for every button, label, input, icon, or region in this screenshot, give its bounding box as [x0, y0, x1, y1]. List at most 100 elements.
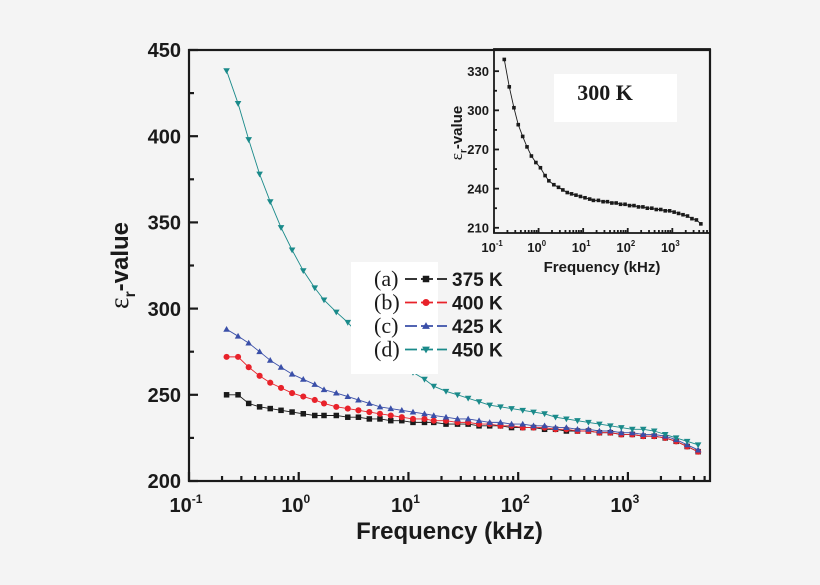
data-point	[234, 332, 242, 339]
data-point	[596, 198, 601, 203]
data-point	[650, 428, 658, 435]
series-line	[226, 394, 699, 453]
data-point	[607, 423, 614, 430]
data-point	[543, 173, 547, 178]
data-point	[299, 268, 307, 274]
y-label-text: -value	[449, 106, 466, 149]
data-point	[288, 370, 296, 377]
data-point	[245, 400, 252, 407]
data-point	[529, 154, 534, 158]
series-450k	[223, 68, 702, 449]
data-point	[672, 435, 680, 442]
legend-item: (a) 375 K	[374, 266, 503, 291]
data-point	[399, 417, 405, 424]
data-point	[502, 57, 507, 62]
legend-label: 400 K	[452, 294, 503, 315]
data-point	[654, 207, 659, 212]
x-tick-base: 10	[661, 240, 675, 255]
data-point	[398, 414, 405, 421]
data-point	[565, 190, 570, 195]
y-tick-label: 300	[467, 103, 489, 118]
data-point	[672, 210, 676, 214]
y-tick-label: 210	[467, 220, 489, 235]
data-point	[355, 396, 362, 403]
data-point	[605, 199, 610, 204]
data-point	[443, 421, 449, 427]
data-point	[345, 414, 351, 420]
data-point	[256, 171, 263, 178]
data-point	[512, 105, 516, 110]
data-point	[552, 414, 559, 421]
y-tick-label: 350	[148, 213, 181, 235]
x-tick-exponent: 1	[586, 239, 591, 248]
x-tick-base: 10	[527, 240, 541, 255]
legend: (a) 375 K (b) 400 K (c) 425 K (d) 450 K	[351, 262, 503, 374]
legend-marker	[422, 275, 430, 283]
x-tick-label: 10-1	[170, 492, 203, 517]
data-point	[256, 372, 263, 379]
data-point	[610, 201, 614, 205]
legend-item: (c) 425 K	[374, 313, 503, 338]
x-tick-label: 103	[610, 492, 639, 517]
x-tick-exponent: 0	[542, 239, 547, 248]
data-point	[574, 425, 581, 432]
data-point	[525, 145, 529, 149]
data-point	[442, 388, 450, 395]
data-point	[563, 416, 570, 423]
data-point	[552, 182, 556, 187]
plot-frame	[187, 48, 712, 483]
data-point	[409, 408, 417, 415]
data-point	[636, 205, 641, 209]
data-point	[332, 309, 340, 316]
plot-frame	[493, 48, 711, 234]
x-tick-base: 10	[610, 495, 632, 517]
data-point	[547, 179, 551, 183]
data-point	[507, 85, 512, 89]
y-label-text: -value	[107, 222, 134, 291]
data-point	[454, 415, 461, 422]
data-point	[442, 413, 450, 420]
y-label-epsilon: ε	[103, 297, 134, 309]
data-point	[278, 407, 284, 414]
x-tick-exponent: 2	[631, 239, 636, 248]
data-point	[366, 408, 373, 416]
data-point	[320, 400, 328, 407]
data-point	[366, 416, 373, 422]
x-tick-base: 10	[572, 240, 586, 255]
data-point	[569, 192, 574, 196]
x-tick-label: 100	[281, 492, 310, 517]
data-point	[245, 137, 252, 143]
data-point	[520, 134, 525, 139]
data-point	[311, 285, 319, 292]
data-point	[344, 405, 351, 412]
x-tick-exponent: 1	[413, 492, 420, 506]
x-tick-base: 10	[616, 240, 630, 255]
x-tick-base: 10	[501, 495, 523, 517]
data-point	[681, 212, 685, 217]
data-point	[516, 122, 521, 127]
y-tick-label: 450	[148, 40, 181, 62]
x-tick-label: 102	[501, 492, 530, 517]
legend-tag: (a)	[374, 266, 398, 291]
data-point	[658, 207, 663, 212]
x-tick-base: 10	[170, 495, 192, 517]
data-point	[312, 412, 318, 419]
data-point	[454, 392, 461, 399]
legend-marker	[422, 298, 430, 307]
data-point	[289, 409, 295, 415]
data-point	[591, 198, 596, 203]
data-point	[376, 403, 384, 410]
data-point	[585, 419, 592, 426]
data-point	[607, 427, 614, 434]
y-label-subscript: r	[459, 149, 470, 153]
data-point	[614, 201, 618, 205]
y-axis-label: εr-value	[447, 106, 470, 160]
data-point	[421, 415, 428, 422]
data-point	[223, 353, 230, 360]
data-point	[387, 405, 395, 412]
data-point	[663, 209, 667, 213]
data-point	[632, 203, 636, 208]
